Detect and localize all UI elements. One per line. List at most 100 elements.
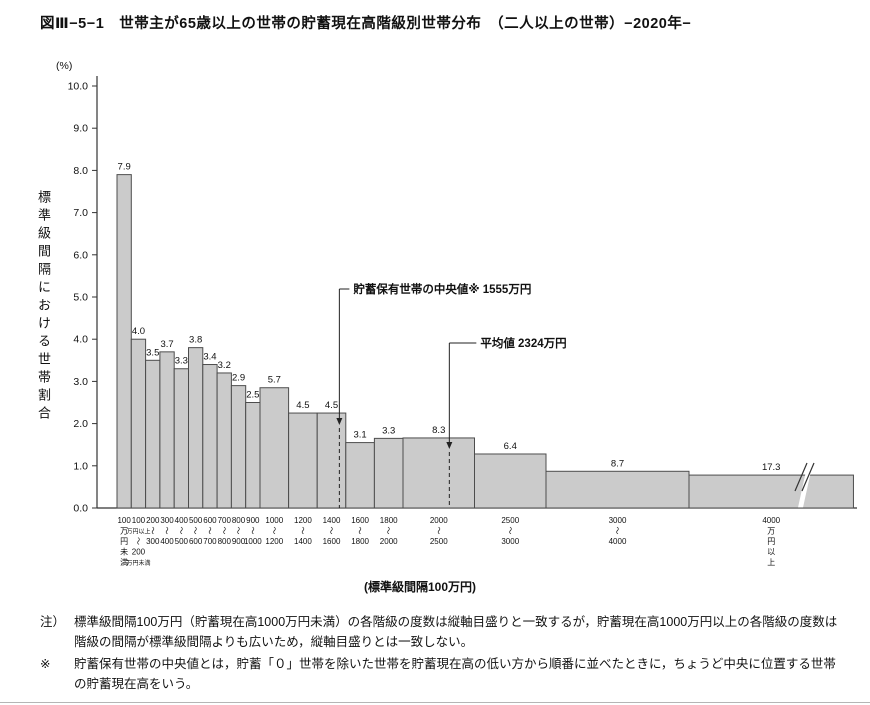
x-tick-label: 600 <box>189 537 203 546</box>
y-tick-label: 10.0 <box>68 81 89 93</box>
x-tick-label: 900 <box>232 537 246 546</box>
x-tick-label-tilde: 〜 <box>269 527 278 535</box>
bar-2500-3000 <box>474 453 547 509</box>
x-tick-label: 満 <box>120 558 128 567</box>
x-tick-label: 3000 <box>501 537 519 546</box>
bar-500-600 <box>188 347 204 509</box>
x-tick-label: 上 <box>767 558 775 567</box>
y-tick-label: 1.0 <box>73 460 88 472</box>
x-tick-label: 500 <box>175 537 189 546</box>
x-tick-label: 万円未満 <box>126 559 150 567</box>
bar-value-label: 3.4 <box>203 352 216 363</box>
bar-200-300 <box>145 359 161 509</box>
bar-300-400 <box>159 351 175 509</box>
bar-700-800 <box>216 372 232 509</box>
x-tick-label-tilde: 〜 <box>384 527 393 535</box>
bar-1600-1800 <box>345 442 375 509</box>
bar-900-1000 <box>245 402 261 509</box>
x-tick-label: 400 <box>160 537 174 546</box>
x-tick-label: 1000 <box>265 516 283 525</box>
x-tick-label: 200 <box>146 516 160 525</box>
x-tick-label: 100 <box>117 516 131 525</box>
axis-break-mark <box>794 462 808 492</box>
x-tick-label: 円 <box>767 537 775 546</box>
bar-1800-2000 <box>373 437 404 509</box>
footnote-2-prefix: ※ <box>40 657 51 671</box>
x-tick-label: 300 <box>160 516 174 525</box>
x-tick-label: 2000 <box>430 516 448 525</box>
x-tick-label: 1200 <box>294 516 312 525</box>
x-tick-label: 700 <box>203 537 217 546</box>
y-tick-label: 6.0 <box>73 249 88 261</box>
x-tick-label: 1800 <box>380 516 398 525</box>
bar-value-label: 8.3 <box>432 425 445 436</box>
bar-value-label: 4.5 <box>296 400 309 411</box>
annotation-label: 貯蓄保有世帯の中央値※ 1555万円 <box>353 282 531 296</box>
x-tick-label-tilde: 〜 <box>148 527 157 535</box>
annotation-arrowhead <box>336 418 343 425</box>
bar-800-900 <box>230 385 247 509</box>
bar-value-label: 3.8 <box>189 335 202 346</box>
y-tick-label: 8.0 <box>73 165 88 177</box>
x-tick-label: 1600 <box>351 516 369 525</box>
bar-value-label: 7.9 <box>118 162 131 173</box>
x-tick-label: 未 <box>120 547 128 557</box>
footnotes: 注） 標準級間隔100万円（貯蓄現在高1000万円未満）の各階級の度数は縦軸目盛… <box>40 612 840 696</box>
y-axis-title: 標準級間隔における世帯割合 <box>36 190 51 424</box>
x-tick-label: 2500 <box>501 516 519 525</box>
bar-3000-4000 <box>545 470 690 509</box>
x-tick-label: 1400 <box>294 537 312 546</box>
y-tick-label: 5.0 <box>73 292 88 304</box>
footnote-2-text: 貯蓄保有世帯の中央値とは，貯蓄「０」世帯を除いた世帯を貯蓄現在高の低い方から順番… <box>74 657 836 691</box>
bar-400-500 <box>173 368 189 509</box>
bar-1400-1600 <box>316 412 347 509</box>
x-tick-label: 400 <box>175 516 189 525</box>
footnote-2: ※ 貯蓄保有世帯の中央値とは，貯蓄「０」世帯を除いた世帯を貯蓄現在高の低い方から… <box>40 654 840 694</box>
x-tick-label-tilde: 〜 <box>191 527 200 535</box>
figure-title: 図Ⅲ−5−1 世帯主が65歳以上の世帯の貯蓄現在高階級別世帯分布 （二人以上の世… <box>40 16 692 32</box>
bar-0-100 <box>116 174 132 509</box>
y-axis-unit-label: (%) <box>56 60 73 72</box>
x-tick-label: 万 <box>767 527 775 536</box>
x-tick-label: 2000 <box>380 537 398 546</box>
bar-value-label: 2.9 <box>232 373 245 384</box>
x-tick-label: 800 <box>232 516 246 525</box>
x-tick-label: 300 <box>146 537 160 546</box>
x-tick-label: 200 <box>132 548 146 557</box>
bar-value-label: 3.3 <box>382 425 395 436</box>
y-tick-label: 9.0 <box>73 123 88 135</box>
bar-1200-1400 <box>288 412 318 509</box>
savings-distribution-chart: 0.0 1.0 2.0 3.0 4.0 5.0 6.0 7.0 8.0 9.0 10.0 7.9 100… <box>68 76 857 567</box>
bar-600-700 <box>202 364 218 509</box>
bar-value-label: 17.3 <box>762 462 781 473</box>
x-tick-label: 万円以上 <box>126 528 150 536</box>
x-tick-label: 1400 <box>323 516 341 525</box>
bar-value-label: 2.5 <box>246 390 259 401</box>
bar-value-label: 3.7 <box>160 339 173 350</box>
bar-value-label: 3.5 <box>146 347 159 358</box>
bar-value-label: 4.5 <box>325 400 338 411</box>
x-tick-label: 4000 <box>609 537 627 546</box>
x-tick-label: 700 <box>218 516 232 525</box>
bar-value-label: 6.4 <box>504 441 517 452</box>
bar-2000-2500 <box>402 437 475 509</box>
x-tick-label: 1800 <box>351 537 369 546</box>
x-tick-label: 500 <box>189 516 203 525</box>
axis-break-mark <box>801 462 815 492</box>
x-tick-label: 以 <box>767 548 775 557</box>
x-tick-label: 4000 <box>762 516 780 525</box>
bar-1000-1200 <box>259 387 290 509</box>
footnote-1-prefix: 注） <box>40 615 66 629</box>
x-tick-label-tilde: 〜 <box>434 527 443 535</box>
bar-value-label: 3.3 <box>175 356 188 367</box>
x-tick-label-tilde: 〜 <box>234 527 243 535</box>
x-tick-label-tilde: 〜 <box>219 527 228 535</box>
x-tick-label-tilde: 〜 <box>133 537 142 545</box>
x-tick-label: 2500 <box>430 537 448 546</box>
x-tick-label: 100 <box>132 516 146 525</box>
bar-value-label: 3.1 <box>353 430 366 441</box>
bar-value-label: 8.7 <box>611 458 624 469</box>
bar-value-label: 4.0 <box>132 326 145 337</box>
y-tick-label: 0.0 <box>73 503 88 515</box>
